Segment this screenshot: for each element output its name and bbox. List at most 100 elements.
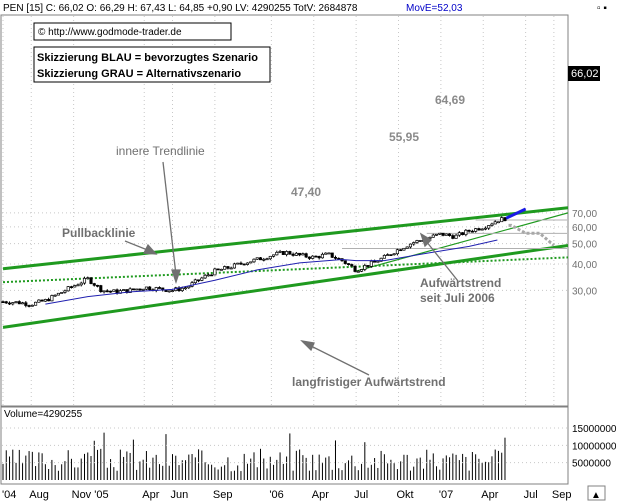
candle-body: [30, 304, 34, 307]
channel-line: [2, 243, 568, 329]
candle-body: [311, 255, 315, 259]
candle-body: [219, 268, 223, 271]
candle-body: [317, 256, 321, 259]
candle-body: [431, 234, 435, 238]
candle-body: [69, 286, 74, 288]
candle-body: [379, 257, 383, 262]
candle-body: [60, 292, 64, 294]
candle-body: [27, 305, 31, 307]
ticker-info: PEN [15] C: 66,02 O: 66,29 H: 67,43 L: 6…: [3, 3, 358, 14]
scenario-blue-line: [505, 207, 527, 220]
candle-body: [386, 254, 390, 256]
candle-body: [470, 230, 474, 233]
nav-icon[interactable]: ▲: [591, 490, 601, 501]
price-axis: 30,00 40,00 50,00 60,00 70,00: [572, 209, 597, 297]
candle-body: [487, 225, 491, 229]
candle-body: [43, 299, 47, 302]
candle-body: [343, 260, 347, 264]
last-price-label: 66,02: [571, 68, 599, 80]
candle-body: [467, 229, 471, 232]
candle-body: [298, 252, 302, 256]
candle-body: [360, 269, 364, 272]
channel-lines: [2, 206, 568, 329]
candle-body: [294, 252, 298, 256]
candle-body: [141, 288, 145, 291]
candle-body: [480, 228, 484, 231]
candle-body: [21, 302, 25, 305]
moving-average-value: MovE=52,03: [406, 3, 463, 14]
candle-body: [92, 283, 96, 286]
time-tick-label: Aug: [29, 489, 49, 501]
candle-body: [395, 249, 399, 255]
candle-body: [366, 265, 370, 267]
level-label-1: 64,69: [435, 93, 465, 107]
candle-body: [265, 258, 269, 261]
candle-body: [408, 243, 413, 248]
candle-body: [105, 290, 109, 293]
candle-body: [434, 233, 439, 236]
candle-body: [40, 299, 44, 302]
candle-body: [53, 294, 57, 297]
candle-body: [1, 301, 5, 304]
candle-body: [288, 251, 292, 255]
candle-body: [428, 236, 432, 239]
level-label-2: 55,95: [389, 130, 419, 144]
candlesticks: [1, 216, 507, 308]
candle-body: [144, 286, 148, 290]
source-text: © http://www.godmode-trader.de: [38, 27, 182, 38]
candle-body: [448, 233, 452, 236]
candle-body: [304, 253, 308, 258]
candle-body: [399, 249, 403, 252]
candle-body: [86, 277, 90, 280]
last-price-box: [568, 66, 600, 81]
time-tick-label: Apr: [312, 489, 329, 501]
candle-body: [441, 232, 445, 236]
candle-body: [490, 223, 494, 226]
candle-body: [327, 252, 331, 255]
nav-button[interactable]: [587, 485, 606, 501]
candle-body: [337, 257, 341, 260]
candle-body: [226, 266, 230, 269]
candle-body: [138, 288, 142, 291]
candle-body: [216, 268, 220, 271]
price-tick-label: 60,00: [572, 223, 597, 234]
time-tick-label: Jul: [354, 489, 368, 501]
candle-body: [268, 255, 272, 260]
candle-body: [112, 289, 116, 292]
candle-body: [82, 277, 87, 284]
candle-body: [363, 265, 367, 270]
candle-body: [193, 279, 197, 284]
candle-body: [369, 260, 373, 267]
candle-body: [275, 251, 279, 256]
candle-body: [392, 253, 396, 256]
channel-line: [2, 206, 568, 271]
candle-body: [402, 247, 406, 251]
moving-average-line: [45, 239, 498, 305]
candle-body: [148, 286, 152, 291]
candle-body: [56, 292, 60, 296]
candle-body: [167, 290, 171, 293]
volume-tick-label: 10000000: [572, 441, 617, 452]
candle-body: [464, 229, 468, 236]
window-buttons[interactable]: ▫ ▪: [597, 3, 607, 14]
candle-body: [389, 254, 393, 256]
candle-body: [281, 251, 285, 255]
candle-body: [99, 285, 103, 293]
candle-body: [50, 295, 54, 302]
legend-gray: Skizzierung GRAU = Alternativszenario: [37, 68, 241, 80]
candle-body: [203, 274, 207, 279]
legend-box: [33, 46, 271, 83]
candle-body: [79, 282, 83, 286]
long-term-label: langfristiger Aufwärtstrend: [292, 375, 446, 389]
candle-body: [454, 234, 458, 239]
candle-body: [236, 262, 240, 265]
candle-body: [483, 227, 487, 230]
price-tick-label: 40,00: [572, 260, 597, 271]
candle-body: [255, 257, 259, 260]
candle-body: [135, 288, 139, 291]
candle-body: [89, 277, 93, 284]
time-tick-label: Okt: [397, 489, 414, 501]
candle-body: [11, 302, 15, 305]
candle-body: [14, 301, 18, 303]
